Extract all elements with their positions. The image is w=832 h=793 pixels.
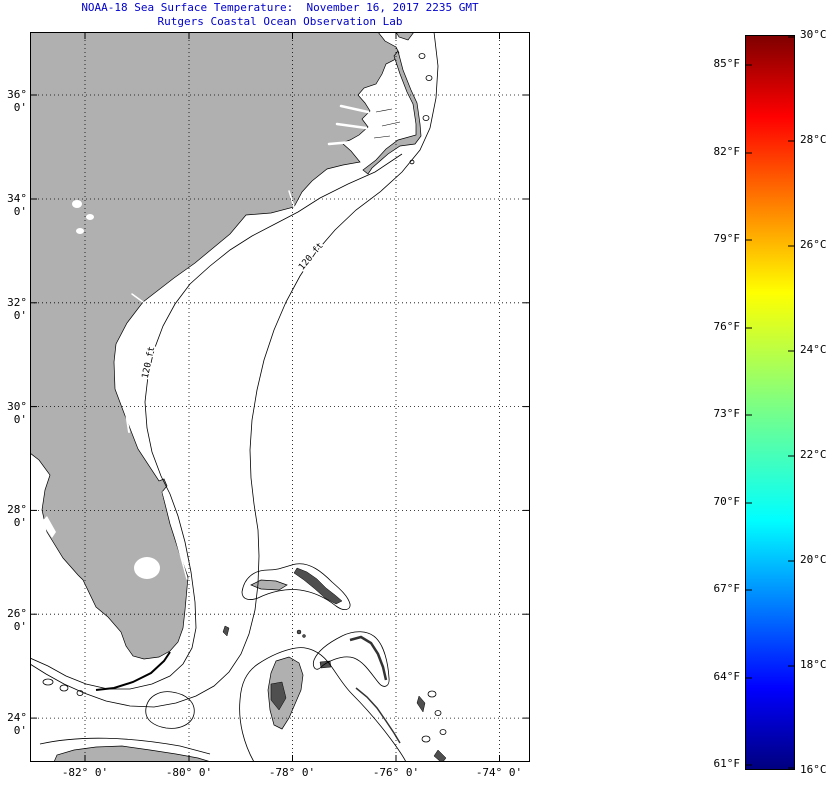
new-river: [327, 140, 354, 146]
marquesas-contour: [59, 684, 69, 692]
map-border: [30, 32, 530, 762]
inland-lake: [72, 200, 82, 208]
celsius-scale-label: 28°C: [800, 133, 827, 146]
lat-tick-label: 36° 0': [7, 88, 27, 114]
fahrenheit-scale-label: 67°F: [713, 582, 741, 595]
celsius-scale-label: 24°C: [800, 343, 827, 356]
map-frame: 120 ft 120 ft: [30, 32, 530, 762]
inner-depth-contour: [30, 153, 403, 690]
lon-tick-label: -82° 0': [61, 766, 109, 779]
colorbar-gradient: [745, 35, 795, 770]
lake-okeechobee: [134, 557, 160, 579]
map-title: NOAA-18 Sea Surface Temperature: Novembe…: [81, 1, 479, 14]
fahrenheit-scale-label: 70°F: [713, 495, 741, 508]
shoal-contour-1: [418, 53, 426, 59]
st-johns-river: [121, 393, 130, 433]
axis-tick-marks: [30, 32, 530, 762]
pamlico-river: [335, 122, 368, 130]
colorbar-ticks: [746, 36, 794, 769]
cape-fear-river: [288, 190, 295, 208]
abaco-island: [293, 567, 343, 605]
pamlico-sound-detail-2: [381, 121, 401, 127]
bimini-island: [222, 625, 230, 637]
cay-sal-bank-contour: [145, 691, 195, 729]
tampa-bay: [41, 516, 56, 538]
bathymetry-contour-layer: [30, 32, 447, 762]
crooked-island-contour: [439, 729, 447, 735]
map-subtitle: Rutgers Coastal Ocean Observation Lab: [157, 15, 403, 28]
tortugas-contour: [42, 678, 54, 686]
inland-lake-2: [86, 214, 94, 220]
pamlico-sound-detail-3: [373, 135, 391, 139]
inland-lake-3: [76, 228, 84, 234]
andros-south-islet: [270, 681, 287, 711]
eleuthera-island: [349, 635, 388, 681]
lon-tick-label: -80° 0': [165, 766, 213, 779]
neuse-river: [339, 104, 370, 114]
andros-island: [267, 656, 304, 730]
little-bahama-bank-contour: [241, 563, 351, 610]
celsius-scale-label: 16°C: [800, 763, 827, 776]
shoal-contour-3: [422, 115, 430, 121]
mainland-landmass: [30, 32, 400, 660]
great-bahama-bank-contour: [239, 647, 407, 762]
outer-banks: [362, 50, 422, 175]
long-island: [433, 749, 447, 762]
exuma-chain: [355, 687, 401, 744]
lat-tick-label: 32° 0': [7, 296, 27, 322]
inland-water-layer: [41, 104, 370, 580]
land-layer: [30, 32, 447, 762]
cat-island: [416, 695, 426, 713]
lon-tick-label: -78° 0': [268, 766, 316, 779]
fahrenheit-scale-label: 82°F: [713, 145, 741, 158]
indian-river-lagoon: [162, 491, 188, 580]
san-salvador-contour: [427, 690, 437, 698]
grid-layer: [30, 32, 530, 762]
lon-tick-label: -74° 0': [475, 766, 523, 779]
lat-tick-label: 28° 0': [7, 503, 27, 529]
lon-tick-label: -76° 0': [372, 766, 420, 779]
lat-tick-label: 24° 0': [7, 711, 27, 737]
shoal-contour-2: [425, 75, 433, 81]
fahrenheit-scale-label: 85°F: [713, 57, 741, 70]
celsius-scale-label: 20°C: [800, 553, 827, 566]
fahrenheit-scale-label: 73°F: [713, 407, 741, 420]
berry-island: [296, 629, 302, 635]
berry-island-2: [302, 634, 306, 638]
celsius-scale-label: 18°C: [800, 658, 827, 671]
lat-tick-label: 26° 0': [7, 607, 27, 633]
eleuthera-bank-contour: [312, 631, 390, 687]
lat-tick-label: 30° 0': [7, 400, 27, 426]
cuba-coast: [53, 745, 212, 762]
celsius-scale-label: 22°C: [800, 448, 827, 461]
contour-depth-label-2: 120 ft: [141, 346, 158, 380]
grand-bahama-island: [250, 579, 288, 591]
fahrenheit-scale-label: 61°F: [713, 757, 741, 770]
pamlico-sound-detail-1: [375, 108, 393, 113]
florida-keys-chain: [95, 651, 171, 691]
lower-keys-contour: [76, 690, 84, 696]
savannah-river: [131, 293, 144, 303]
celsius-scale-label: 26°C: [800, 238, 827, 251]
delmarva-tip: [395, 32, 415, 41]
fahrenheit-scale-label: 76°F: [713, 320, 741, 333]
lat-tick-label: 34° 0': [7, 192, 27, 218]
outer-depth-contour: [30, 32, 439, 708]
shoal-contour-4: [409, 159, 415, 165]
cuba-offshore-contour: [39, 737, 211, 755]
rum-cay-contour: [434, 710, 442, 716]
celsius-scale-label: 30°C: [800, 28, 827, 41]
contour-depth-label-1: 120 ft: [297, 241, 326, 272]
fahrenheit-scale-label: 64°F: [713, 670, 741, 683]
map-canvas: 120 ft 120 ft: [30, 32, 530, 762]
ragged-island-contour: [421, 735, 431, 743]
fahrenheit-scale-label: 79°F: [713, 232, 741, 245]
